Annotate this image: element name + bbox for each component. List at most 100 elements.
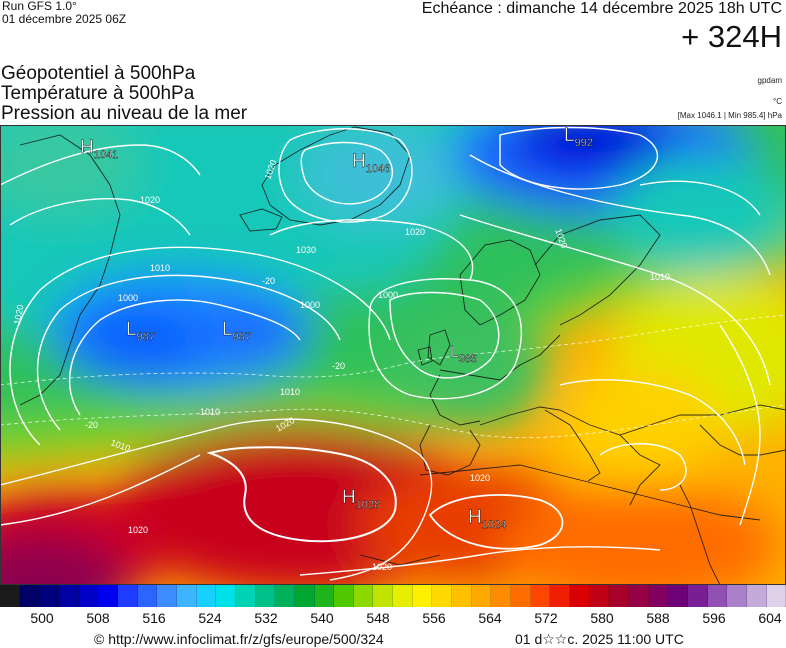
colorbar-swatch [255,585,276,607]
isobar-label: 1000 [378,290,398,300]
isobar-label: 1020 [140,195,160,205]
colorbar-swatch [19,585,40,607]
colorbar-tick-label: 548 [366,610,390,626]
center-marker: H1024 [468,507,506,531]
isobar-label: 1020 [405,227,425,237]
run-date: 01 décembre 2025 06Z [2,12,127,26]
colorbar-swatch [137,585,158,607]
colorbar-tick-label: 604 [758,610,782,626]
colorbar-swatch [766,585,786,607]
isobar-label: 1000 [300,300,320,310]
title-pressure: Pression au niveau de la mer [1,103,248,124]
colorbar-swatch [98,585,118,607]
colorbar-tick-label: 532 [254,610,278,626]
colorbar-swatch [235,585,256,607]
colorbar-swatch [117,585,138,607]
colorbar-tick-label: 508 [86,610,110,626]
isotherm-label: -20 [332,361,345,371]
colorbar-swatch [157,585,177,607]
colorbar-swatch [707,585,728,607]
isobar-label: 1010 [150,263,170,273]
colorbar-swatch [176,585,197,607]
colorbar-tick-label: 500 [30,610,54,626]
colorbar-swatch [39,585,59,607]
pressure-range: [Max 1046.1 | Min 985.4] hPa [677,111,782,120]
colorbar-tick-label: 572 [534,610,558,626]
colorbar-labels: 500 508 516 524 532 540 548 556 564 572 580 588 596 6… [0,610,786,628]
colorbar-swatch [530,585,551,607]
isobar-label: 1010 [650,272,670,282]
unit-temperature: °C [773,97,782,106]
isotherm-label: -20 [85,420,98,430]
colorbar-swatch [216,585,236,607]
colorbar-swatch [687,585,708,607]
colorbar-swatch [294,585,315,607]
colorbar-swatch [471,585,492,607]
isobar-label: 1000 [118,293,138,303]
isobars [0,126,771,581]
colorbar-tick-label: 556 [422,610,446,626]
isobar-label: 1030 [296,245,316,255]
colorbar-swatch [353,585,374,607]
colorbar-swatch [432,585,453,607]
center-marker: L992 [564,125,593,149]
geopotential-field [0,125,786,585]
source-credit[interactable]: © http://www.infoclimat.fr/z/gfs/europe/… [94,631,384,647]
colorbar-swatch [491,585,512,607]
colorbar-tick-label: 516 [142,610,166,626]
colorbar-swatch [78,585,99,607]
center-marker: H1046 [352,151,390,175]
run-label: Run GFS 1.0° [2,0,77,13]
isobar-label: 1020 [372,562,392,572]
colorbar-swatch [0,585,20,607]
center-marker: L985 [450,344,477,365]
unit-geopotential: gpdam [757,76,782,85]
pressure-centers: H1041 H1046 L992 L987 L987 L985 H1028 H1… [80,125,593,531]
colorbar-swatch [629,585,649,607]
colorbar-tick-label: 540 [310,610,334,626]
colorbar-swatch [58,585,79,607]
colorbar-swatch [570,585,590,607]
issued-time: 01 d☆☆c. 2025 11:00 UTC [515,631,684,647]
center-marker: L987 [126,319,155,343]
colorbar-swatch [334,585,354,607]
colorbar-swatch [609,585,629,607]
isobar-label: 1020 [12,304,25,325]
colorbar-swatch [668,585,688,607]
colorbar-swatch [550,585,571,607]
isotherm-labels: -20 -20 -20 [85,276,345,430]
weather-map: H1041 H1046 L992 L987 L987 L985 H1028 H1… [0,125,786,585]
colorbar-tick-label: 564 [478,610,502,626]
colorbar-swatch [511,585,531,607]
isobar-label: 1020 [470,473,490,483]
title-temperature: Température à 500hPa [1,83,195,104]
colorbar-swatch [275,585,295,607]
forecast-lead-time: + 324H [681,19,782,54]
colorbar-tick-label: 524 [198,610,222,626]
colorbar [0,585,786,607]
colorbar-swatch [727,585,747,607]
center-marker: H1028 [342,487,380,511]
forecast-valid-time: Echéance : dimanche 14 décembre 2025 18h… [421,0,782,17]
isobar-label: 1020 [128,525,148,535]
colorbar-swatch [746,585,767,607]
colorbar-tick-label: 580 [590,610,614,626]
colorbar-swatch [589,585,610,607]
isobar-label: 1010 [200,407,220,417]
isotherms [0,314,786,439]
colorbar-tick-label: 588 [646,610,670,626]
center-marker: H1041 [80,137,118,161]
colorbar-swatch [648,585,669,607]
colorbar-swatch [314,585,335,607]
colorbar-swatch [393,585,413,607]
isobar-labels: 1020 1030 1020 1010 1000 1000 1020 1010 … [12,158,670,572]
colorbar-tick-label: 596 [702,610,726,626]
title-geopotential: Géopotentiel à 500hPa [1,63,196,84]
center-marker: L987 [222,319,251,343]
isobar-label: 1010 [280,387,300,397]
colorbar-swatch [452,585,472,607]
isotherm-label: -20 [262,276,275,286]
colorbar-swatch [412,585,433,607]
colorbar-swatch [196,585,217,607]
colorbar-swatch [373,585,394,607]
